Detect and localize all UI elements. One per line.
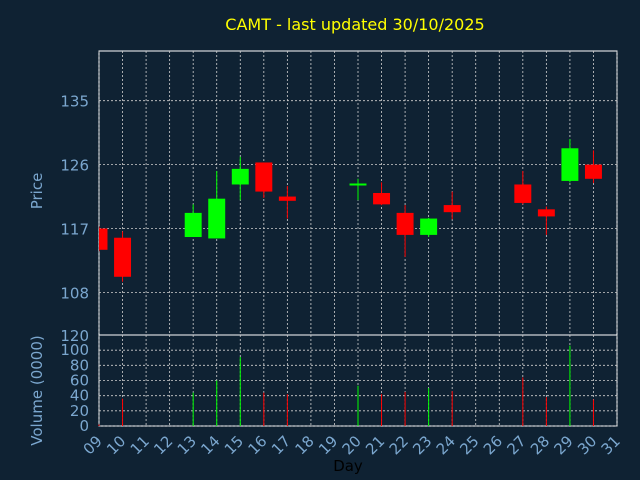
candle-body xyxy=(537,209,555,217)
x-tick-label: 21 xyxy=(362,432,388,458)
candle-body xyxy=(561,148,579,181)
x-tick-label: 22 xyxy=(386,432,412,458)
chart-title: CAMT - last updated 30/10/2025 xyxy=(225,15,484,34)
volume-tick-label: 40 xyxy=(70,387,89,405)
x-tick-label: 13 xyxy=(174,432,200,458)
volume-panel: 0204060801001200910111213141516171819202… xyxy=(28,327,624,475)
volume-tick-label: 100 xyxy=(60,341,89,359)
x-tick-label: 10 xyxy=(103,432,129,458)
x-tick-label: 17 xyxy=(268,432,294,458)
x-tick-label: 12 xyxy=(150,432,176,458)
candle-body xyxy=(114,237,132,277)
volume-axis-label: Volume (0000) xyxy=(28,335,46,445)
candle-body xyxy=(420,218,438,235)
x-tick-label: 27 xyxy=(503,432,529,458)
candle-body xyxy=(373,193,391,205)
x-tick-label: 28 xyxy=(527,432,553,458)
x-tick-label: 30 xyxy=(574,432,600,458)
price-tick-label: 135 xyxy=(60,93,89,111)
x-tick-label: 24 xyxy=(433,432,459,458)
candle-body xyxy=(255,162,273,192)
candle-body xyxy=(443,205,461,213)
volume-tick-label: 0 xyxy=(79,417,89,435)
x-tick-label: 16 xyxy=(244,432,270,458)
volume-tick-label: 20 xyxy=(70,402,89,420)
x-tick-label: 19 xyxy=(315,432,341,458)
x-tick-label: 20 xyxy=(339,432,365,458)
candle-body xyxy=(231,168,249,185)
candle-body xyxy=(208,198,226,239)
price-tick-label: 117 xyxy=(60,221,89,239)
candles xyxy=(99,139,602,282)
x-tick-label: 14 xyxy=(197,432,223,458)
x-tick-label: 11 xyxy=(127,432,153,458)
x-tick-label: 15 xyxy=(221,432,247,458)
x-tick-label: 18 xyxy=(292,432,318,458)
price-panel: 108 117 126 135 Price xyxy=(28,50,618,336)
volume-tick-label: 80 xyxy=(70,356,89,374)
candle-body xyxy=(584,164,602,179)
volume-tick-label: 60 xyxy=(70,372,89,390)
x-tick-label: 23 xyxy=(409,432,435,458)
volume-top-label: 120 xyxy=(60,327,89,345)
x-tick-label: 25 xyxy=(456,432,482,458)
candle-body xyxy=(99,228,108,250)
price-axis-label: Price xyxy=(28,173,46,210)
x-axis-label: Day xyxy=(333,457,363,475)
price-tick-label: 126 xyxy=(60,157,89,175)
x-tick-label: 26 xyxy=(480,432,506,458)
candle-body xyxy=(514,184,532,203)
x-tick-label: 31 xyxy=(598,432,624,458)
candle-body xyxy=(278,196,296,201)
candle-body xyxy=(184,212,202,238)
x-tick-label: 09 xyxy=(80,432,106,458)
x-tick-label: 29 xyxy=(551,432,577,458)
price-tick-label: 108 xyxy=(60,284,89,302)
candle-body xyxy=(396,212,414,235)
